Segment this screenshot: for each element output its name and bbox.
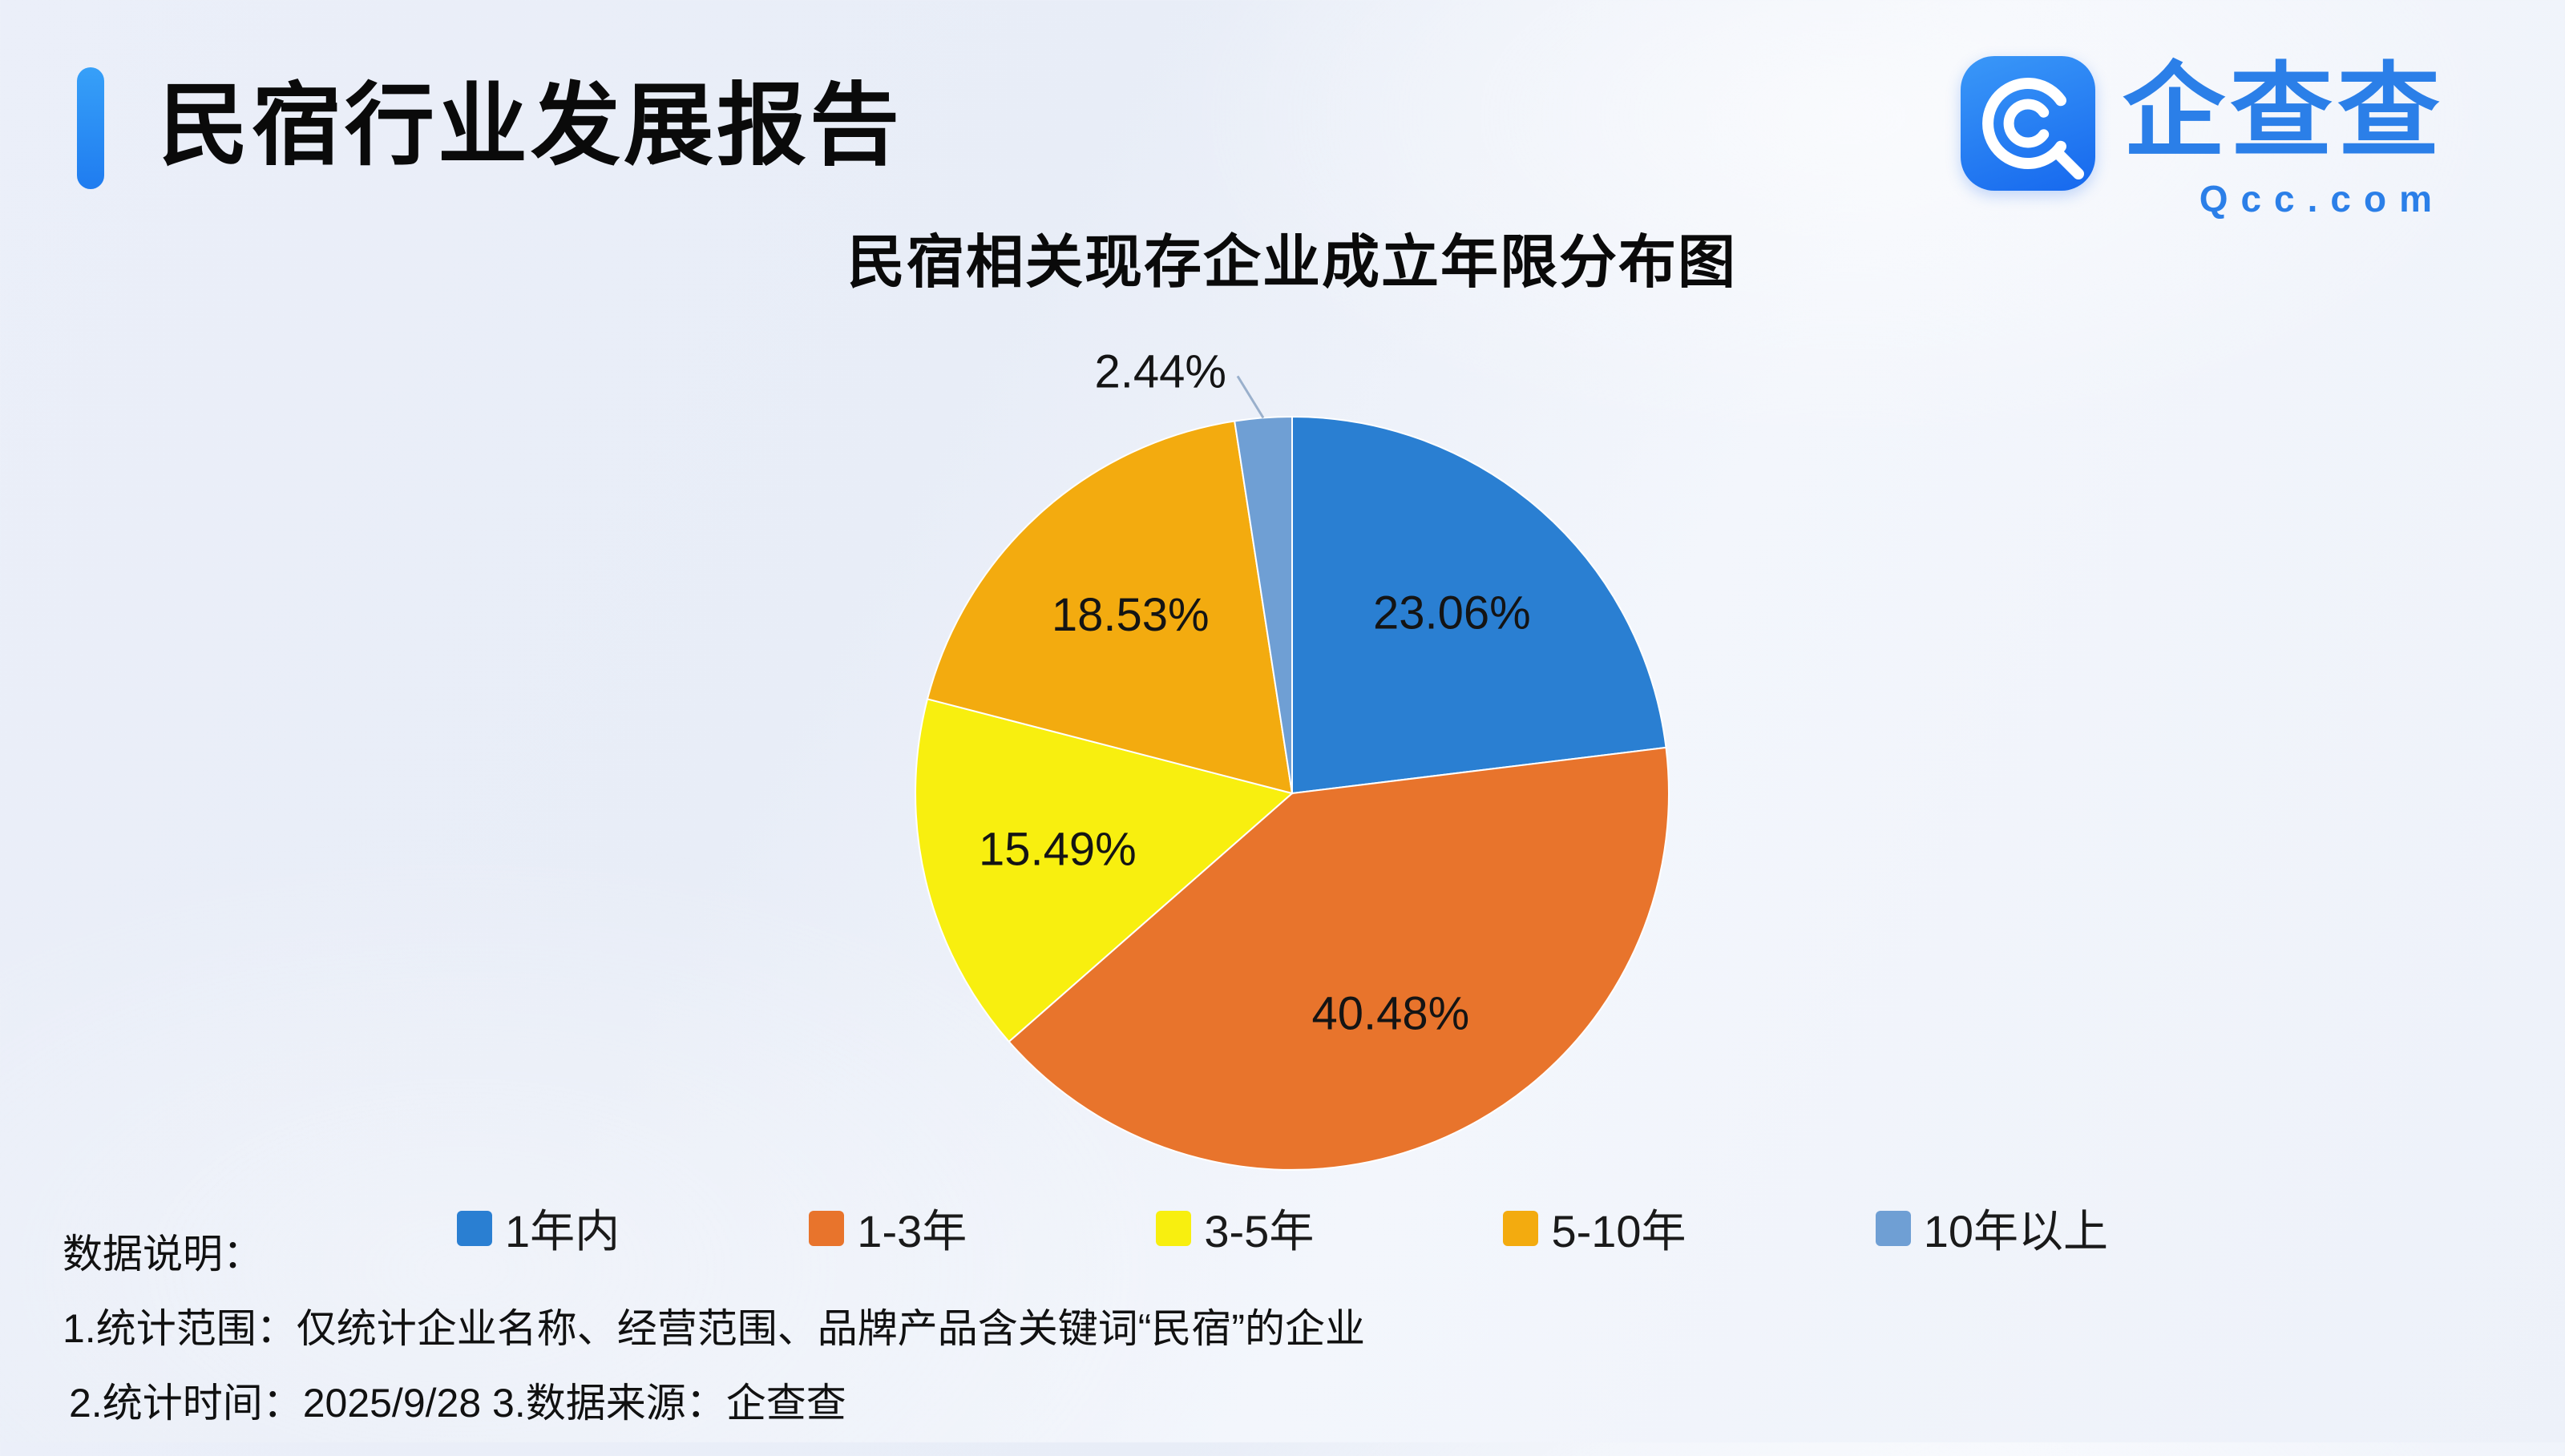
- legend-label: 10年以上: [1923, 1206, 2108, 1256]
- legend-swatch: [809, 1210, 845, 1246]
- pie-slice-1年内: [1291, 415, 1667, 795]
- chart-title: 民宿相关现存企业成立年限分布图: [846, 231, 1737, 295]
- title-accent-bar: [77, 67, 104, 189]
- pie-label-leader-line: [1236, 375, 1265, 419]
- notes-line-2: 2.统计时间：2025/9/28 3.数据来源：企查查: [69, 1381, 846, 1426]
- legend-swatch: [1503, 1210, 1539, 1246]
- legend-label: 1年内: [505, 1206, 620, 1256]
- legend-swatch: [457, 1210, 492, 1246]
- report-title: 民宿行业发展报告: [159, 75, 903, 175]
- pie-label-10年以上: 2.44%: [1095, 345, 1226, 397]
- qcc-brand-name: 企查查: [2122, 54, 2445, 169]
- pie-label-1年内: 23.06%: [1373, 587, 1531, 639]
- chart-legend: 1年内 1-3年 3-5年 5-10年 10年以上: [457, 1196, 2108, 1260]
- qcc-logo: 企查查 Qcc.com: [1960, 54, 2445, 220]
- pie-slice-5-10年: [926, 420, 1294, 795]
- legend-item-1-3年[interactable]: 1-3年: [809, 1196, 967, 1260]
- legend-item-1年内[interactable]: 1年内: [457, 1196, 620, 1260]
- qcc-logo-glyph: [1982, 78, 2084, 179]
- pie-chart: 23.06% 40.48% 15.49% 18.53% 2.44%: [915, 345, 1670, 1171]
- pie-label-1-3年: 40.48%: [1312, 988, 1470, 1040]
- notes-heading: 数据说明：: [63, 1232, 263, 1277]
- notes-line-1: 1.统计范围：仅统计企业名称、经营范围、品牌产品含关键词“民宿”的企业: [63, 1306, 1365, 1351]
- pie-slice-3-5年: [915, 698, 1295, 1043]
- legend-swatch: [1875, 1210, 1911, 1246]
- legend-label: 3-5年: [1204, 1206, 1315, 1256]
- legend-item-3-5年[interactable]: 3-5年: [1156, 1196, 1314, 1260]
- pie-label-3-5年: 15.49%: [979, 824, 1137, 876]
- qcc-logo-icon: [1960, 56, 2095, 191]
- qcc-domain: Qcc.com: [2199, 177, 2445, 220]
- pie-slice-1-3年: [1008, 746, 1670, 1171]
- qcc-logo-text: 企查查 Qcc.com: [2122, 54, 2445, 220]
- pie-label-5-10年: 18.53%: [1052, 589, 1210, 641]
- legend-label: 5-10年: [1551, 1206, 1686, 1256]
- legend-item-5-10年[interactable]: 5-10年: [1503, 1196, 1686, 1260]
- legend-swatch: [1156, 1210, 1192, 1246]
- data-notes: 数据说明： 1.统计范围：仅统计企业名称、经营范围、品牌产品含关键词“民宿”的企…: [63, 1232, 1365, 1456]
- legend-label: 1-3年: [857, 1206, 967, 1256]
- legend-item-10年以上[interactable]: 10年以上: [1875, 1196, 2108, 1260]
